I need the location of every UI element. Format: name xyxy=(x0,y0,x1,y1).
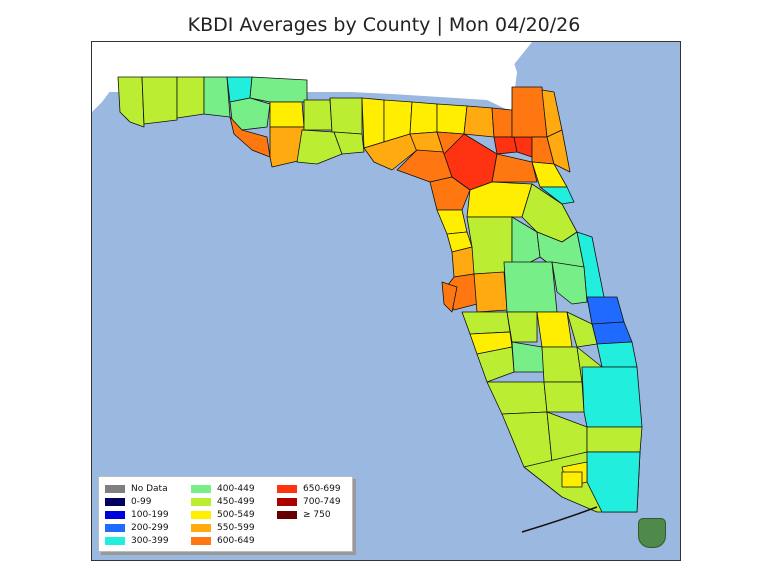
legend-item: 0-99 xyxy=(105,495,191,508)
county-suwannee xyxy=(436,103,468,135)
county-flagler-coast xyxy=(539,186,575,205)
legend-swatch xyxy=(191,510,211,519)
county-jackson xyxy=(249,76,308,103)
county-monroe-tip xyxy=(561,471,583,488)
county-putnam xyxy=(491,153,538,183)
legend-label: 300-399 xyxy=(131,535,169,546)
county-nassau-duval xyxy=(511,86,548,138)
county-st-lucie xyxy=(596,341,638,368)
florida-county-map xyxy=(92,42,680,533)
county-collier xyxy=(501,411,553,468)
legend-label: 550-599 xyxy=(217,522,255,533)
county-wakulla xyxy=(333,131,365,155)
legend-swatch xyxy=(191,497,211,506)
county-hillsborough xyxy=(473,271,508,313)
legend-item: 450-499 xyxy=(191,495,277,508)
county-hardee xyxy=(506,311,538,343)
legend-label: 450-499 xyxy=(217,496,255,507)
county-calhoun xyxy=(269,101,305,128)
county-leon xyxy=(329,97,363,135)
county-santa-rosa xyxy=(141,76,178,125)
county-taylor xyxy=(363,133,418,171)
county-liberty-franklin xyxy=(296,129,343,165)
county-levy xyxy=(429,176,471,211)
legend-item: 650-699 xyxy=(277,482,355,495)
legend-swatch xyxy=(191,484,211,493)
legend-label: 400-449 xyxy=(217,483,255,494)
alabama-land xyxy=(92,42,292,112)
legend-label: 700-749 xyxy=(303,496,341,507)
county-brevard-south xyxy=(586,296,625,325)
legend-item: 600-649 xyxy=(191,534,277,547)
county-st-johns xyxy=(546,129,571,173)
georgia-land xyxy=(292,42,517,112)
county-columbia xyxy=(463,105,495,138)
legend-label: 500-549 xyxy=(217,509,255,520)
county-polk xyxy=(503,261,558,313)
county-osceola xyxy=(551,261,588,305)
legend-item: ≥ 750 xyxy=(277,508,355,521)
county-pinellas xyxy=(441,281,458,313)
legend-swatch xyxy=(277,484,297,493)
legend-swatch xyxy=(277,510,297,519)
forest-service-shield-icon xyxy=(638,518,666,548)
county-baker xyxy=(491,107,513,138)
county-gulf xyxy=(269,126,305,168)
legend-item: 550-599 xyxy=(191,521,277,534)
legend-label: 650-699 xyxy=(303,483,341,494)
county-okaloosa xyxy=(176,76,205,119)
county-hamilton xyxy=(409,101,438,135)
county-desoto xyxy=(511,341,545,373)
legend-label: 600-649 xyxy=(217,535,255,546)
legend-label: 200-299 xyxy=(131,522,169,533)
county-walton xyxy=(203,76,231,118)
florida-keys xyxy=(521,506,598,533)
legend-grid: No Data 0-99 100-199 200-299 300-399 400-449 4… xyxy=(105,482,346,547)
legend-label: No Data xyxy=(131,483,168,494)
county-hendry xyxy=(543,381,585,413)
legend-swatch xyxy=(191,536,211,545)
county-jefferson xyxy=(361,97,385,149)
legend-label: 100-199 xyxy=(131,509,169,520)
county-pasco xyxy=(451,246,475,278)
county-glades xyxy=(541,346,583,383)
county-highlands xyxy=(536,311,573,348)
legend-item: 300-399 xyxy=(105,534,191,547)
county-gadsden xyxy=(303,99,333,131)
legend-swatch xyxy=(105,510,125,519)
county-manatee xyxy=(461,311,511,335)
map-frame xyxy=(91,41,681,561)
county-escambia xyxy=(117,76,145,128)
legend-swatch xyxy=(105,497,125,506)
legend-item: 200-299 xyxy=(105,521,191,534)
legend-swatch xyxy=(191,523,211,532)
legend-item: 100-199 xyxy=(105,508,191,521)
legend-label: 0-99 xyxy=(131,496,152,507)
county-palm-beach xyxy=(581,366,643,428)
county-charlotte xyxy=(476,346,515,383)
legend-swatch xyxy=(105,523,125,532)
county-union xyxy=(493,136,518,155)
county-bradford xyxy=(513,136,533,158)
county-marion xyxy=(466,181,533,218)
map-title: KBDI Averages by County | Mon 04/20/26 xyxy=(187,14,581,36)
legend-swatch xyxy=(277,497,297,506)
legend-label: ≥ 750 xyxy=(303,509,331,520)
county-indian-river xyxy=(591,321,633,345)
legend-item: 500-549 xyxy=(191,508,277,521)
legend-item: 700-749 xyxy=(277,495,355,508)
legend-item: No Data xyxy=(105,482,191,495)
county-lee xyxy=(486,381,548,415)
legend-item: 400-449 xyxy=(191,482,277,495)
county-broward xyxy=(586,426,643,453)
county-citrus xyxy=(436,209,468,235)
legend-swatch xyxy=(105,536,125,545)
legend: No Data 0-99 100-199 200-299 300-399 400-449 4… xyxy=(98,476,353,552)
legend-swatch xyxy=(105,484,125,493)
